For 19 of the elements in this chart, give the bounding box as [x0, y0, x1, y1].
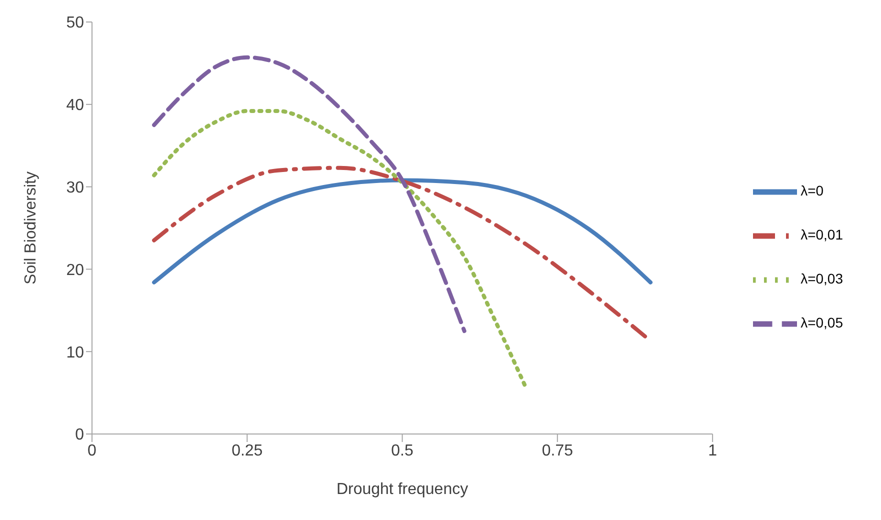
legend-label: λ=0	[800, 182, 824, 199]
y-tick-label: 30	[66, 179, 84, 196]
y-tick-label: 0	[75, 426, 84, 444]
y-tick-label: 50	[66, 14, 84, 32]
x-tick-label: 0.75	[542, 442, 574, 460]
legend-label: λ=0,01	[800, 226, 843, 243]
legend-label: λ=0,05	[800, 314, 843, 331]
y-tick-label: 40	[66, 97, 84, 114]
y-tick-label: 10	[66, 344, 84, 362]
x-axis-title: Drought frequency	[336, 481, 468, 498]
x-tick-label: 0.25	[232, 442, 263, 460]
y-axis-title: Soil Biodiversity	[22, 172, 40, 284]
x-tick-label: 1	[708, 442, 718, 460]
line-series	[152, 178, 653, 284]
y-tick-label: 20	[66, 262, 84, 279]
line-series	[152, 55, 466, 333]
legend-label: λ=0,03	[800, 270, 843, 287]
x-tick-label: 0	[88, 442, 97, 460]
x-tick-label: 0.5	[391, 442, 414, 460]
